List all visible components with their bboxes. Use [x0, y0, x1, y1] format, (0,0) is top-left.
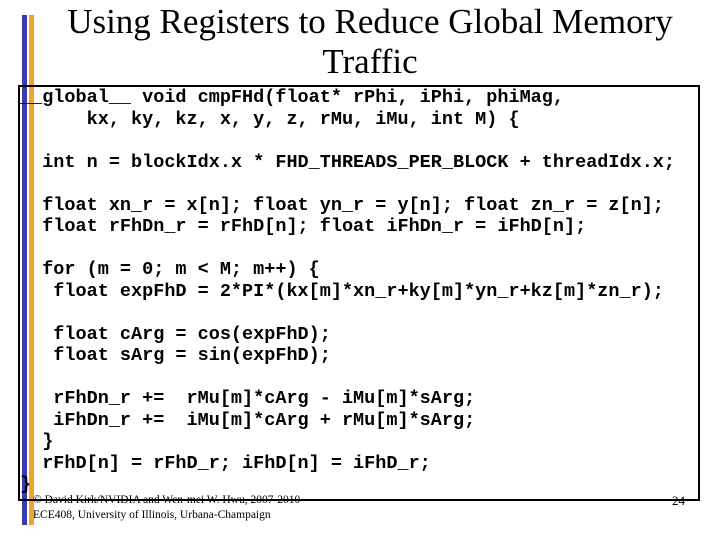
accent-bar-blue: [22, 15, 27, 525]
slide-title-line1: Using Registers to Reduce Global Memory: [67, 2, 673, 41]
footer: © David Kirk/NVIDIA and Wen-mei W. Hwu, …: [33, 493, 300, 522]
code-listing: __global__ void cmpFHd(float* rPhi, iPhi…: [20, 87, 676, 495]
page-number: 24: [672, 493, 685, 508]
code-box-border: [18, 85, 700, 501]
slide-title-line2: Traffic: [322, 42, 418, 81]
footer-copyright: © David Kirk/NVIDIA and Wen-mei W. Hwu, …: [33, 494, 301, 506]
accent-bar-orange: [29, 15, 34, 525]
footer-institution: ECE408, University of Illinois, Urbana-C…: [33, 508, 271, 521]
slide-title: Using Registers to Reduce Global Memory …: [30, 2, 710, 82]
